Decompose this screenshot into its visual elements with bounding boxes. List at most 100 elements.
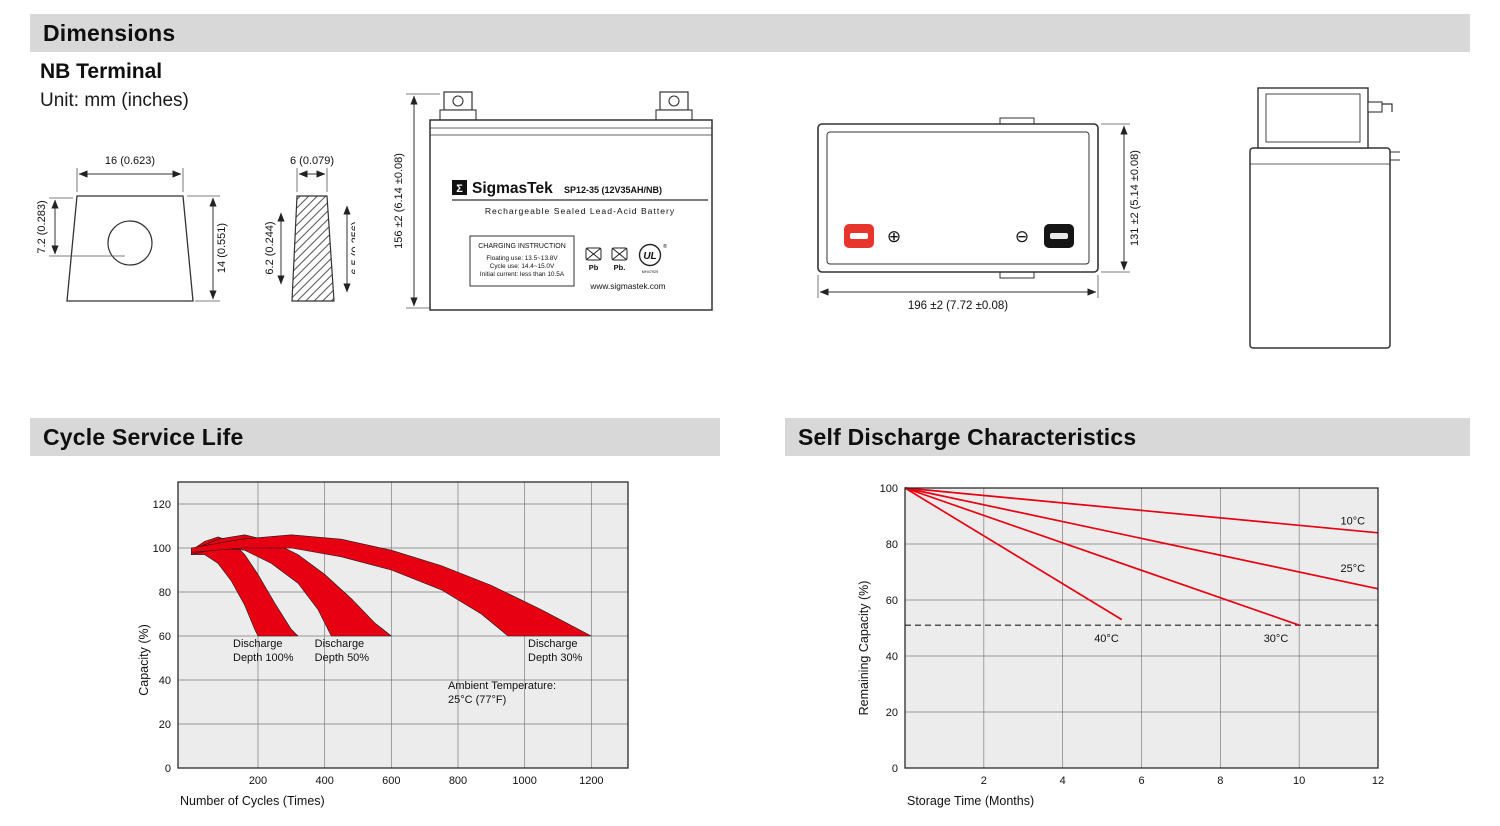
y-tick-label: 60	[159, 631, 171, 643]
charging-title: CHARGING INSTRUCTION	[478, 243, 566, 250]
series-line	[904, 487, 1379, 590]
terminal-type-block: NB Terminal Unit: mm (inches)	[40, 60, 189, 112]
x-tick-label: 2	[981, 775, 987, 787]
terminal-side-upper-dim-label: 6.2 (0.244)	[264, 221, 276, 274]
annotation: 10°C	[1341, 515, 1366, 527]
y-tick-label: 60	[886, 595, 898, 607]
side-view-terminal-housing	[1257, 87, 1393, 149]
x-tick-label: 1000	[512, 775, 536, 787]
positive-terminal: ⊕	[844, 224, 901, 248]
annotation: Depth 50%	[315, 652, 370, 664]
terminal-upper-dim-label: 7.2 (0.283)	[36, 200, 48, 253]
x-tick-label: 1200	[579, 775, 603, 787]
model-number: SP12-35 (12V35AH/NB)	[564, 185, 662, 195]
y-tick-label: 0	[892, 763, 898, 775]
annotation: 25°C	[1341, 563, 1366, 575]
pb-label-2: Pb.	[614, 263, 626, 272]
brand-logo-icon	[452, 180, 467, 195]
terminal-height-dimension: 14 (0.551)	[187, 195, 228, 302]
y-axis-label: Capacity (%)	[137, 624, 151, 696]
side-view-body	[1249, 147, 1400, 349]
x-tick-label: 4	[1060, 775, 1066, 787]
terminal-side-lower-dim-label: 6.5 (0.256)	[350, 221, 355, 274]
cycle-service-life-header: Cycle Service Life	[30, 418, 720, 456]
x-tick-label: 800	[449, 775, 467, 787]
x-tick-label: 400	[315, 775, 333, 787]
terminal-thickness-dim-label: 6 (0.079)	[290, 155, 334, 167]
annotation: Discharge	[233, 638, 283, 650]
charging-line3: Initial current: less than 10.5A	[480, 271, 565, 278]
ul-label: UL	[643, 251, 656, 262]
discharge-band	[191, 534, 592, 637]
x-tick-label: 10	[1293, 775, 1305, 787]
y-tick-label: 40	[159, 675, 171, 687]
front-height-dim-label: 156 ±2 (6.14 ±0.08)	[393, 153, 405, 249]
x-axis-label: Storage Time (Months)	[907, 794, 1034, 808]
y-tick-label: 80	[159, 587, 171, 599]
x-tick-label: 8	[1217, 775, 1223, 787]
x-tick-label: 600	[382, 775, 400, 787]
annotation: Ambient Temperature:	[448, 680, 556, 692]
x-tick-label: 6	[1138, 775, 1144, 787]
battery-top-view-drawing: ⊕ ⊖ 196 ±2 (7.72 ±0.08) 131 ±2 (5.14 ±0.…	[817, 117, 1141, 312]
top-width-dimension: 196 ±2 (7.72 ±0.08)	[817, 275, 1099, 312]
terminal-detail-drawing: 16 (0.623) 7.2 (0.283) 14 (0.551) 6 (0.0…	[36, 155, 355, 302]
cycle-service-life-title: Cycle Service Life	[43, 423, 244, 450]
annotation: Discharge	[315, 638, 365, 650]
annotation: Depth 30%	[528, 652, 583, 664]
x-axis-label: Number of Cycles (Times)	[180, 794, 325, 808]
cycle-service-life-chart: 0 20 40 60 80 100 120 200 400 600 800 1000 1200 Disch…	[137, 481, 629, 808]
y-tick-label: 40	[886, 651, 898, 663]
annotation: Depth 100%	[233, 652, 294, 664]
battery-side-view-drawing	[1249, 87, 1400, 349]
front-label: Σ SigmasTek SP12-35 (12V35AH/NB) Recharg…	[452, 180, 708, 291]
dimensions-section-title: Dimensions	[43, 19, 176, 46]
y-tick-label: 0	[165, 763, 171, 775]
annotation: Discharge	[528, 638, 578, 650]
brand-logo-glyph: Σ	[456, 183, 463, 195]
plot-border	[177, 481, 629, 769]
battery-front-view-drawing: 156 ±2 (6.14 ±0.08) Σ SigmasTek SP12-35 …	[393, 91, 713, 311]
terminal-upper-dimension: 7.2 (0.283)	[36, 197, 125, 257]
terminal-side-profile	[291, 195, 335, 302]
y-tick-label: 80	[886, 539, 898, 551]
annotation: 30°C	[1264, 633, 1289, 645]
brand-name: SigmasTek	[472, 180, 553, 197]
y-tick-label: 20	[886, 707, 898, 719]
top-height-dimension: 131 ±2 (5.14 ±0.08)	[1101, 123, 1141, 273]
ul-file-number: MH47929	[642, 270, 658, 274]
series-line	[904, 487, 1379, 534]
pb-label-1: Pb	[589, 263, 599, 272]
y-tick-label: 100	[153, 543, 171, 555]
website-text: www.sigmastek.com	[589, 281, 665, 291]
y-tick-label: 20	[159, 719, 171, 731]
y-tick-label: 120	[153, 499, 171, 511]
front-terminals	[439, 91, 693, 121]
negative-terminal: ⊖	[1015, 224, 1074, 248]
self-discharge-title: Self Discharge Characteristics	[798, 423, 1137, 450]
charging-line2: Cycle use: 14.4~15.0V	[490, 263, 555, 270]
terminal-front-face	[66, 195, 194, 302]
dimensions-section-header: Dimensions	[30, 14, 1470, 52]
ul-certification-icon: UL ® MH47929	[638, 243, 667, 274]
self-discharge-chart: 0 20 40 60 80 100 2 4 6 8 10 12 10°C 25°C 30°C 40°C Rema…	[857, 483, 1384, 808]
annotation: 40°C	[1094, 633, 1119, 645]
battery-type-text: Rechargeable Sealed Lead-Acid Battery	[485, 206, 675, 216]
terminal-thickness-dimension: 6 (0.079)	[290, 155, 334, 192]
terminal-width-dim-label: 16 (0.623)	[105, 155, 155, 167]
top-width-dim-label: 196 ±2 (7.72 ±0.08)	[908, 300, 1008, 312]
unit-note: Unit: mm (inches)	[40, 90, 189, 111]
charging-instruction-box: CHARGING INSTRUCTION Floating use: 13.5~…	[469, 235, 575, 287]
charging-line1: Floating use: 13.5~13.8V	[486, 255, 558, 262]
y-axis-label: Remaining Capacity (%)	[857, 581, 871, 716]
terminal-width-dimension: 16 (0.623)	[76, 155, 184, 192]
front-body	[429, 119, 713, 311]
top-view-case	[817, 117, 1099, 279]
terminal-type-heading: NB Terminal	[40, 60, 163, 83]
self-discharge-header: Self Discharge Characteristics	[785, 418, 1470, 456]
y-tick-label: 100	[880, 483, 898, 495]
terminal-height-dim-label: 14 (0.551)	[216, 223, 228, 273]
polarity-plus-icon: ⊕	[887, 227, 901, 246]
top-height-dim-label: 131 ±2 (5.14 ±0.08)	[1129, 150, 1141, 246]
terminal-side-lower-dimension: 6.5 (0.256)	[343, 205, 355, 293]
